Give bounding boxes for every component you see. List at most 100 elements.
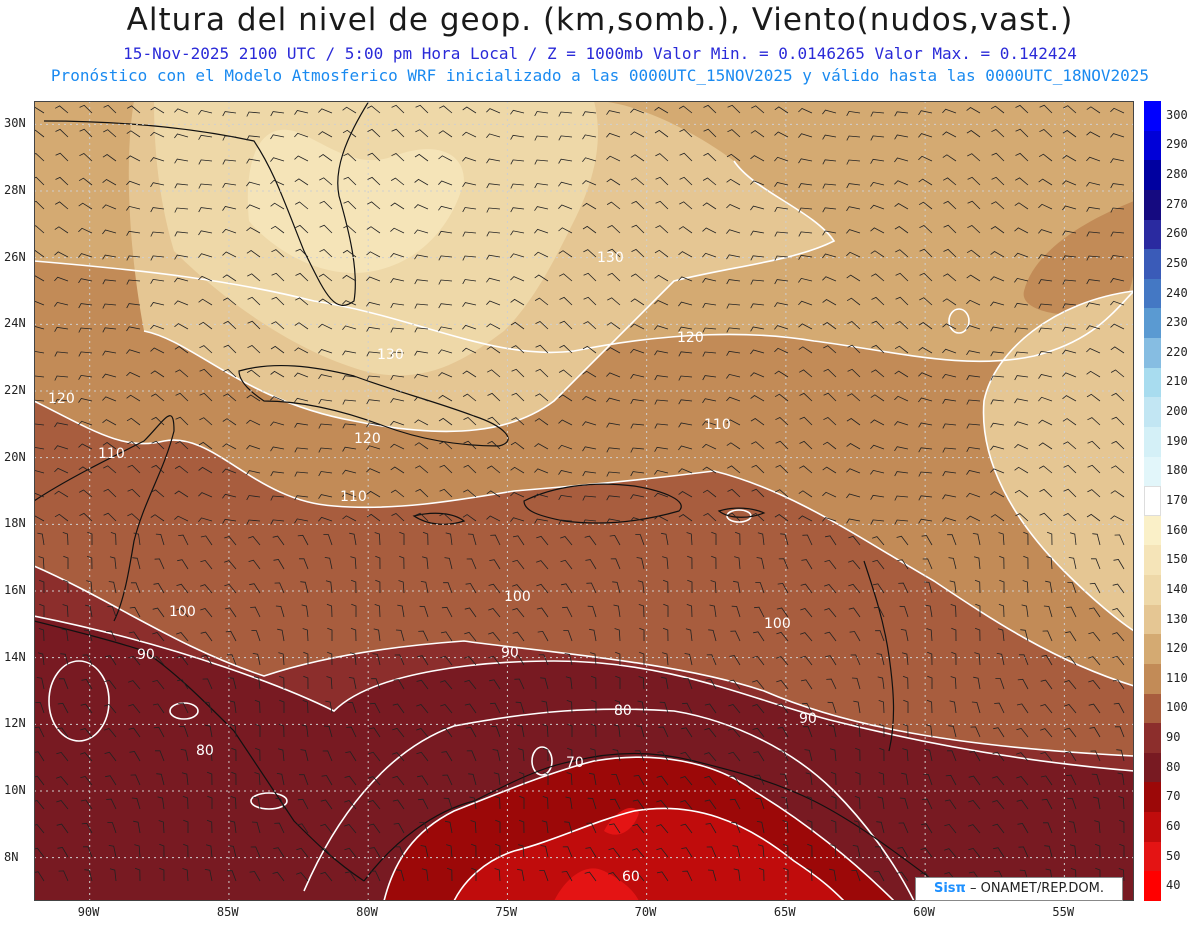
wind-barb <box>206 748 213 762</box>
wind-barb <box>918 322 933 330</box>
wind-barb <box>488 655 501 666</box>
wind-barb <box>654 423 669 429</box>
wind-barb <box>224 583 237 594</box>
wind-barb <box>801 559 813 570</box>
wind-barb <box>1063 105 1077 114</box>
wind-barb <box>992 823 1005 834</box>
wind-barb <box>822 299 837 306</box>
wind-barb <box>414 373 429 379</box>
wind-barb <box>825 535 837 546</box>
band-40 <box>554 807 639 901</box>
wind-barb <box>374 532 381 546</box>
wind-barb <box>1112 608 1125 618</box>
wind-barb <box>415 512 429 522</box>
wind-barb <box>253 676 261 690</box>
wind-barb <box>751 488 765 498</box>
wind-barb <box>1062 395 1077 402</box>
wind-barb <box>824 631 837 642</box>
wind-barb <box>1112 655 1125 666</box>
x-tick-label: 55W <box>1052 905 1075 919</box>
sisp-logo: Sisπ <box>933 881 966 896</box>
wind-barb <box>1014 398 1029 404</box>
wind-barb <box>630 154 645 162</box>
wind-barb <box>318 154 333 162</box>
wind-barb <box>870 158 885 164</box>
wind-barb <box>870 519 885 525</box>
wind-barb <box>246 227 261 234</box>
wind-barb <box>702 327 717 333</box>
wind-barb <box>1014 489 1029 498</box>
wind-barb <box>894 111 909 117</box>
wind-barb <box>270 225 285 234</box>
wind-barb <box>733 580 741 594</box>
wind-barb <box>417 775 429 786</box>
wind-barb <box>711 531 717 545</box>
wind-barb <box>1038 203 1053 210</box>
wind-barb <box>174 207 189 213</box>
wind-barb <box>247 345 261 354</box>
wind-barb <box>129 606 141 618</box>
wind-barb <box>34 800 45 810</box>
wind-barb <box>229 700 237 714</box>
wind-barb <box>567 747 573 762</box>
wind-barb <box>38 556 45 570</box>
wind-barb <box>706 846 717 858</box>
wind-barb <box>510 492 525 498</box>
wind-barb <box>324 557 333 570</box>
wind-barb <box>566 772 573 786</box>
wind-barb <box>582 134 597 140</box>
wind-barb <box>587 797 597 810</box>
wind-barb <box>610 798 621 810</box>
wind-barb <box>486 231 501 237</box>
wind-barb <box>511 417 525 426</box>
wind-barb <box>606 471 621 477</box>
wind-barb <box>294 518 309 524</box>
wind-barb <box>560 536 573 546</box>
wind-barb <box>510 134 525 140</box>
wind-barb <box>687 555 693 570</box>
wind-barb <box>471 867 477 881</box>
wind-barb <box>559 344 573 354</box>
wind-barb <box>487 392 501 402</box>
wind-barb <box>349 652 357 666</box>
color-scale-label: 260 <box>1166 226 1188 241</box>
wind-barb <box>54 422 69 428</box>
wind-barb <box>519 795 525 809</box>
wind-barb <box>368 776 381 786</box>
wind-barb <box>225 630 237 642</box>
wind-barb <box>558 369 573 378</box>
wind-barb <box>392 703 405 714</box>
wind-barb <box>1043 605 1053 618</box>
wind-barb <box>223 368 237 378</box>
wind-barb <box>462 370 477 378</box>
wind-barb <box>223 320 237 330</box>
wind-barb <box>997 628 1005 642</box>
wind-barb <box>326 603 333 618</box>
wind-barb <box>56 727 69 738</box>
wind-barb <box>54 490 69 498</box>
wind-barb <box>181 772 189 786</box>
wind-barb <box>966 299 981 306</box>
wind-barb <box>1068 821 1077 834</box>
wind-barb <box>655 153 669 162</box>
wind-barb <box>294 322 309 330</box>
wind-barb <box>654 274 669 282</box>
wind-barb <box>466 558 477 570</box>
wind-barb <box>510 321 525 330</box>
wind-barb <box>966 130 981 138</box>
wind-barb <box>606 347 621 354</box>
wind-barb <box>254 772 261 786</box>
wind-barb <box>177 679 189 690</box>
contour-60 <box>453 807 845 901</box>
wind-barb <box>37 652 45 666</box>
wind-barb <box>465 726 477 738</box>
wind-barb <box>198 109 213 115</box>
wind-barb <box>465 583 477 594</box>
wind-barb <box>80 775 93 786</box>
wind-barb <box>273 559 285 570</box>
wind-barb <box>471 843 477 858</box>
wind-barb <box>246 204 261 210</box>
wind-barb <box>342 300 357 306</box>
wind-barb <box>590 748 597 762</box>
wind-barb <box>755 797 765 810</box>
